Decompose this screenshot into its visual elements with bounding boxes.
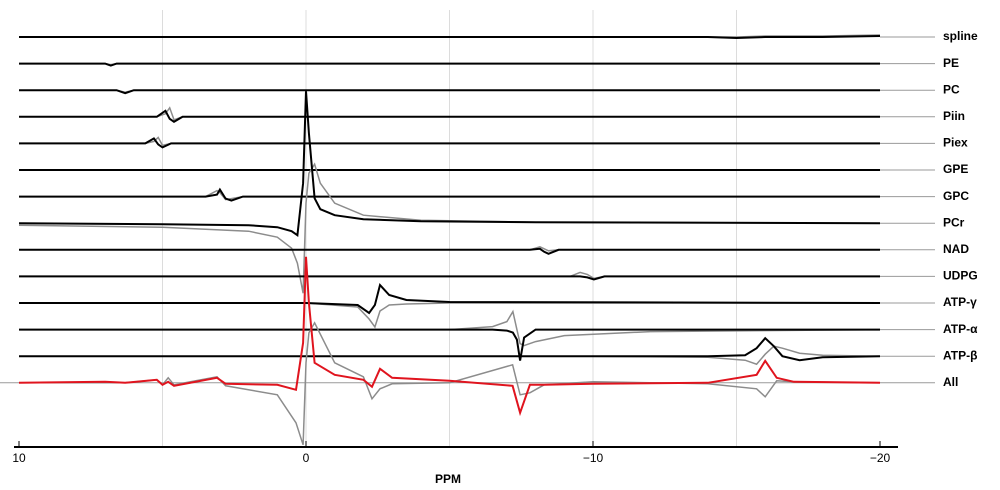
fit-trace	[19, 328, 880, 361]
fit-trace	[19, 336, 881, 362]
legend-label: spline	[943, 29, 978, 43]
x-tick-label: 10	[12, 451, 26, 465]
fit-trace	[19, 187, 880, 202]
legend-label: PE	[943, 56, 959, 70]
legend-label: All	[943, 375, 958, 389]
x-tick-label: −10	[583, 451, 604, 465]
legend-label: GPC	[943, 189, 969, 203]
legend-label: GPE	[943, 162, 968, 176]
x-axis-label: PPM	[435, 472, 461, 486]
sum-trace	[18, 256, 881, 417]
legend-label: UDPG	[943, 269, 978, 283]
legend-label: ATP-γ	[943, 295, 977, 309]
fit-trace	[19, 62, 880, 67]
fit-trace	[19, 247, 880, 255]
fit-trace	[19, 137, 880, 149]
legend-label: Piin	[943, 109, 965, 123]
legend-label: Piex	[943, 136, 968, 150]
x-tick-label: 0	[303, 451, 310, 465]
legend-label: NAD	[943, 242, 969, 256]
legend-label: ATP-β	[943, 348, 977, 362]
x-tick-label: −20	[870, 451, 891, 465]
legend-label: ATP-α	[943, 322, 978, 336]
legend-label: PCr	[943, 215, 965, 229]
fit-trace	[19, 89, 880, 95]
component-trace	[18, 162, 881, 294]
legend-label: PC	[943, 82, 960, 96]
fit-trace	[19, 109, 880, 123]
fit-trace	[19, 275, 880, 281]
fit-trace	[18, 91, 881, 237]
fit-trace	[19, 35, 881, 40]
fit-trace	[19, 282, 881, 315]
